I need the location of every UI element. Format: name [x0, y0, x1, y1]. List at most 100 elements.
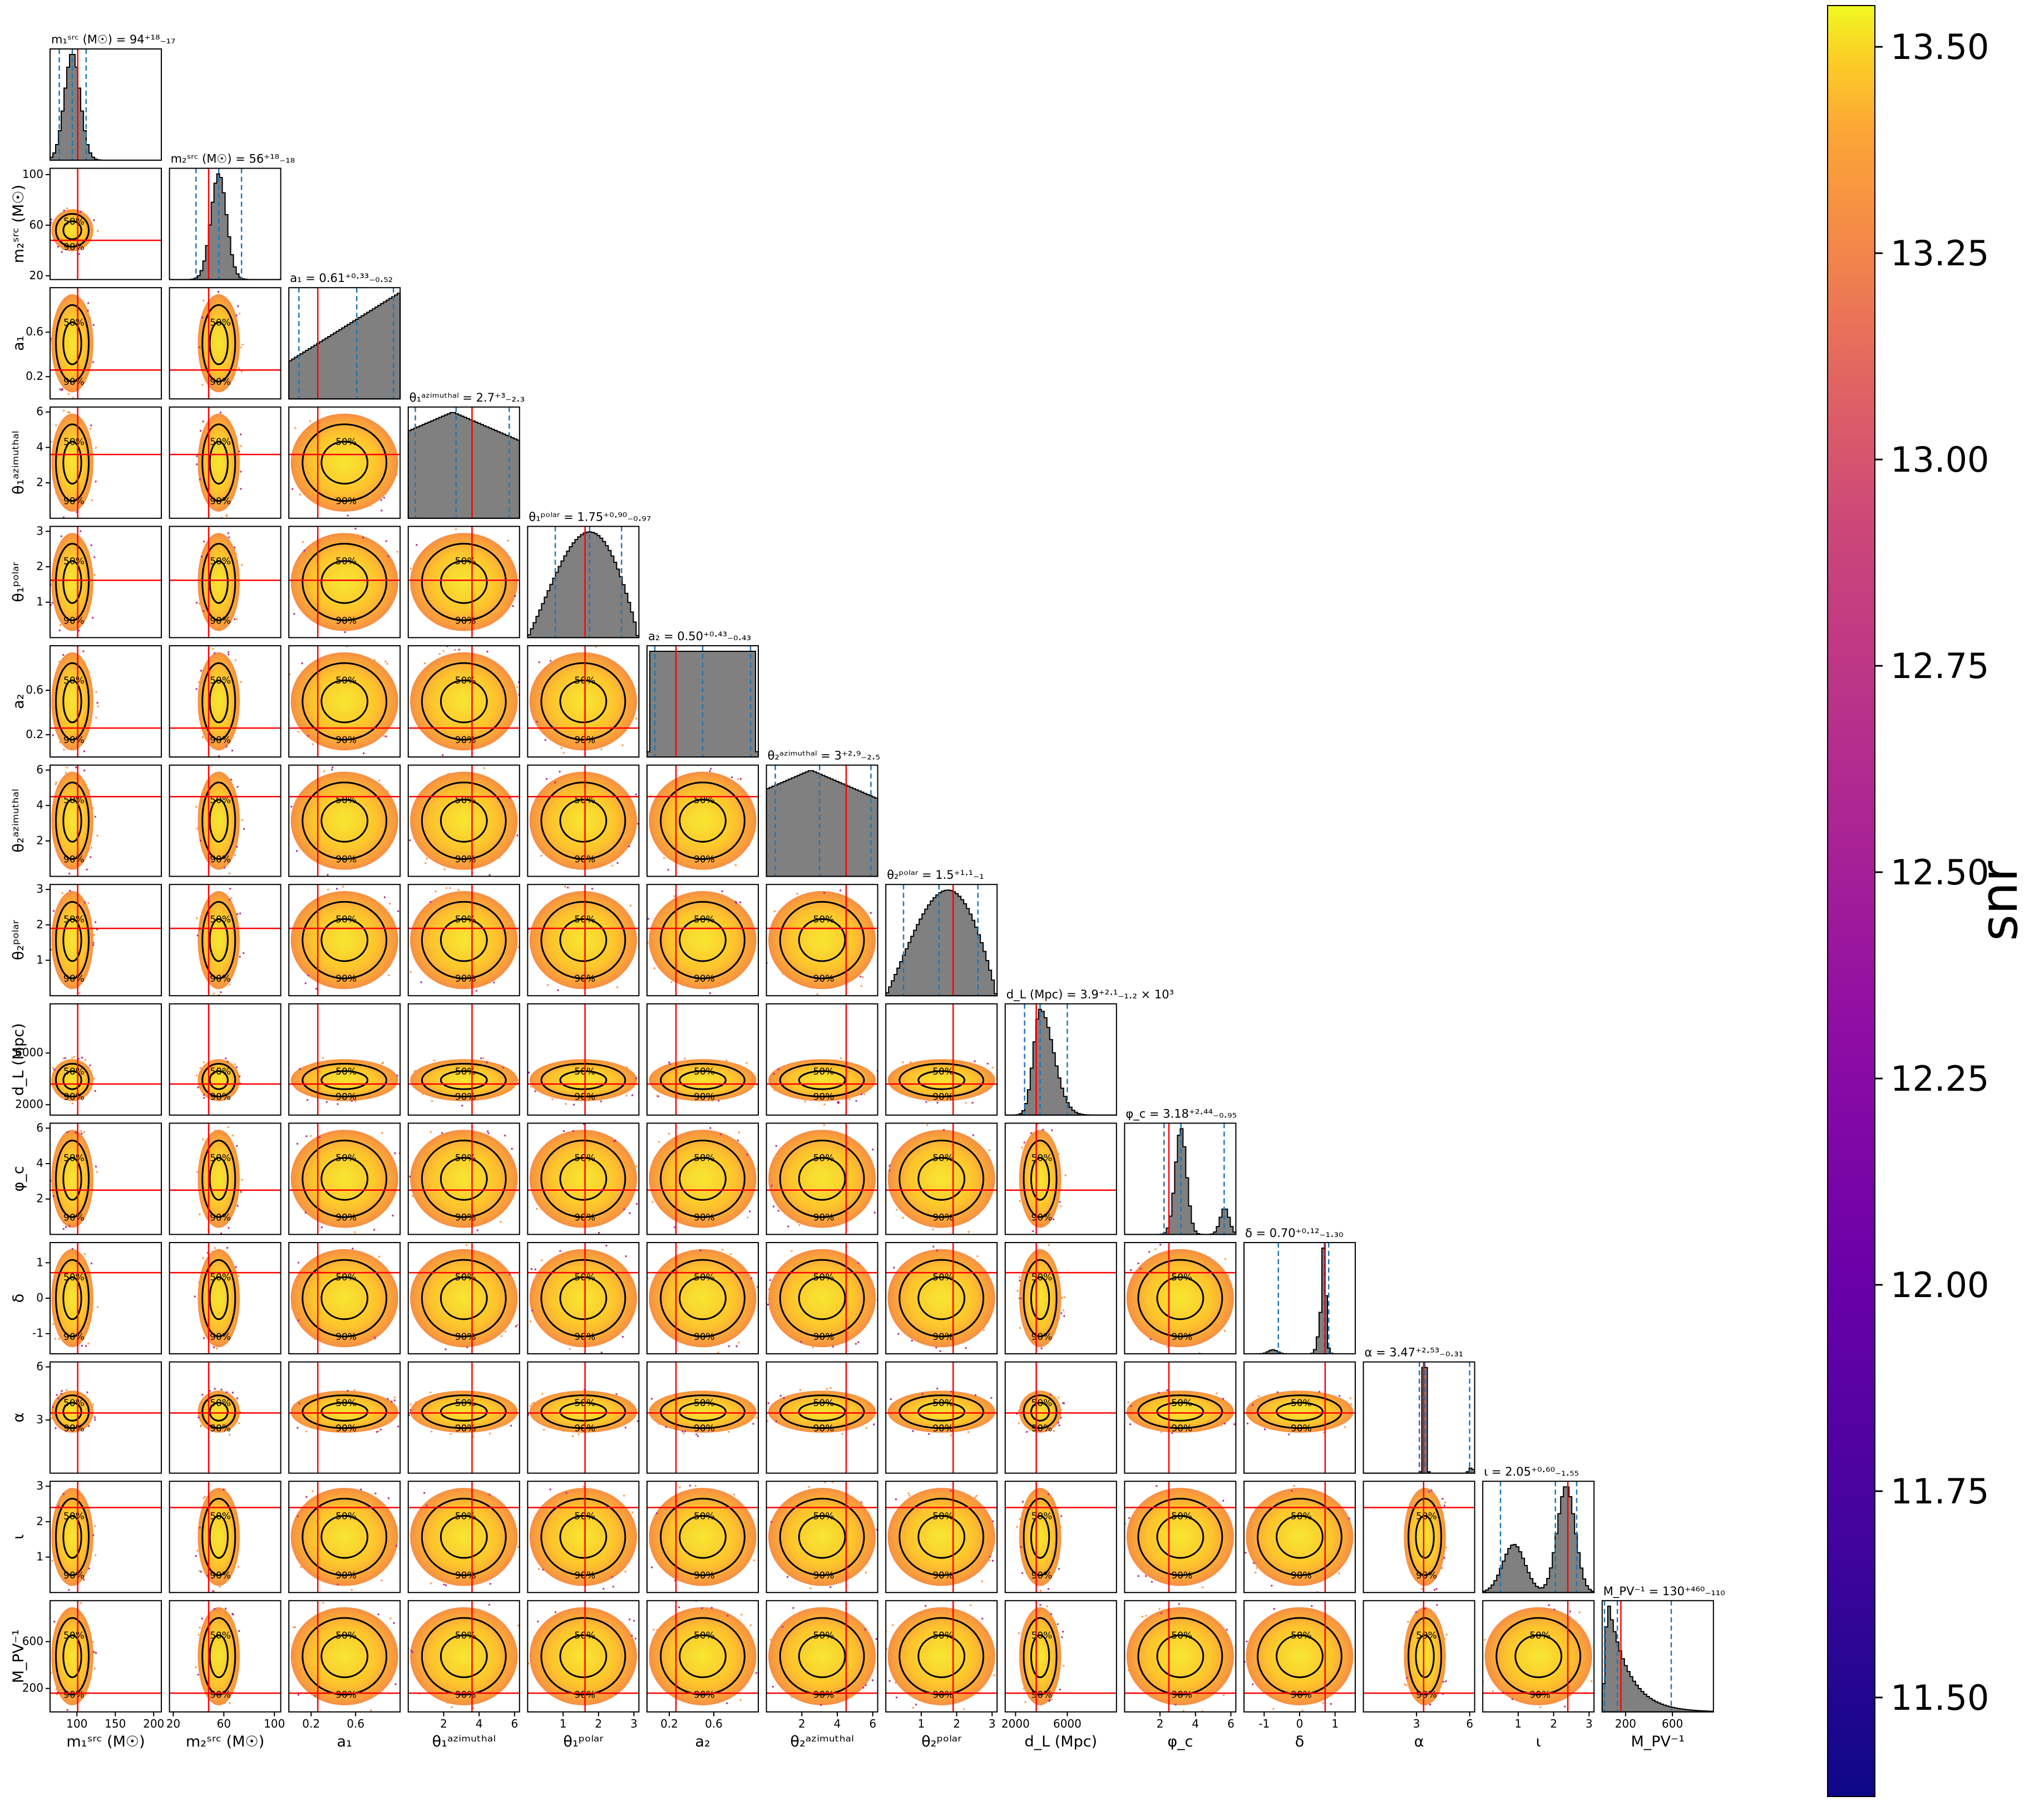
contour-50 [1030, 1634, 1050, 1679]
scatter-panel-4-3: 90% 50% [407, 526, 520, 639]
panel-frame [169, 1122, 282, 1235]
contour-label-90: 90% [335, 735, 357, 746]
density-cloud [768, 1607, 876, 1705]
contour-90 [1137, 1259, 1223, 1338]
contour-label-50: 50% [813, 1630, 835, 1641]
contour-90 [1257, 1394, 1342, 1429]
contour-label-50: 50% [932, 1272, 954, 1283]
scatter-panel-7-0: 90% 50% [50, 884, 162, 997]
contour-50 [559, 1634, 608, 1679]
contour-label-90: 90% [813, 1690, 835, 1701]
contour-label-50: 50% [1031, 1272, 1053, 1283]
panel-frame [1124, 1600, 1237, 1713]
histogram-bars [885, 889, 998, 997]
panel-frame [766, 1242, 878, 1354]
scatter-panel-3-2: 90% 50% [288, 406, 401, 519]
density-cloud [410, 891, 518, 989]
contour-label-50: 50% [210, 556, 231, 567]
contour-label-90: 90% [813, 1332, 835, 1343]
histogram-bars [288, 293, 401, 400]
x-tick-label: 3 [1413, 1717, 1420, 1730]
contour-label-90: 90% [210, 854, 231, 865]
contour-label-50: 50% [63, 795, 85, 806]
contour-label-50: 50% [210, 1272, 231, 1283]
scatter-points [1127, 1389, 1236, 1434]
contour-label-50: 50% [813, 1153, 835, 1164]
contour-label-90: 90% [63, 854, 85, 865]
contour-50 [62, 1276, 82, 1320]
panel-frame [288, 1600, 401, 1713]
contour-label-50: 50% [813, 1066, 835, 1077]
contour-50 [679, 1515, 727, 1559]
contour-label-90: 90% [932, 1690, 954, 1701]
scatter-panel-12-11: 90% 50% [1362, 1481, 1475, 1594]
contour-50 [1276, 1402, 1324, 1422]
y-axis-label: a₁ [10, 336, 27, 351]
panel-frame [1362, 1481, 1475, 1594]
y-tick-label: 1 [36, 1550, 43, 1563]
density-cloud [529, 1607, 637, 1705]
y-tick-label: 3 [36, 1413, 43, 1426]
contour-90 [421, 1617, 507, 1696]
x-axis-label: d_L (Mpc) [1024, 1733, 1097, 1750]
scatter-points [50, 302, 95, 399]
contour-50 [1030, 1402, 1050, 1422]
contour-90 [1257, 1617, 1342, 1696]
contour-label-90: 90% [210, 1570, 231, 1581]
contour-label-90: 90% [694, 1570, 715, 1581]
panel-frame [527, 884, 640, 997]
scatter-points [1244, 1605, 1332, 1712]
density-cloud [410, 1488, 518, 1586]
hist-panel-8: d_L (Mpc) = 3.9⁺²·¹₋₁.₂ × 10³ [1004, 988, 1174, 1116]
panel-frame [288, 1481, 401, 1594]
scatter-panel-12-4: 90%50% [527, 1481, 640, 1594]
hist-panel-4: θ₁ᵖᵒˡᵃʳ = 1.75⁺⁰·⁹⁰₋₀.₉₇ [527, 510, 651, 639]
contour-label-90: 90% [210, 1423, 231, 1434]
x-tick-label: 100 [264, 1717, 285, 1730]
density-cloud [887, 1391, 995, 1433]
scatter-points [50, 1130, 98, 1230]
y-tick-label: 3 [36, 524, 43, 537]
y-axis-label: φ_c [10, 1166, 27, 1191]
y-tick-label: 0.6 [26, 683, 43, 696]
contour-label-50: 50% [1171, 1272, 1192, 1283]
scatter-points [293, 528, 398, 634]
scatter-points [195, 1488, 239, 1593]
contour-label-50: 50% [694, 1398, 715, 1409]
contour-90 [898, 1617, 985, 1696]
contour-label-50: 50% [932, 1511, 954, 1522]
panel-frame [288, 764, 401, 877]
contour-label-50: 50% [63, 216, 85, 227]
contour-50 [320, 1070, 369, 1090]
contour-90 [660, 900, 745, 979]
histogram-bars [1601, 1605, 1714, 1713]
scatter-panel-4-1: 90% 50% [169, 526, 282, 639]
contour-50 [209, 1276, 229, 1320]
y-tick-label: 0.2 [26, 369, 43, 383]
contour-50 [1276, 1515, 1324, 1559]
x-tick-label: 1 [1331, 1717, 1339, 1730]
panel-frame [1004, 1600, 1117, 1713]
hist-panel-3: θ₁ᵃᶻⁱᵐᵘᵗʰᵃˡ = 2.7⁺³₋₂.₃ [407, 391, 525, 519]
contour-label-50: 50% [455, 675, 476, 686]
scatter-points [195, 779, 245, 874]
y-tick-label: 20 [29, 269, 43, 282]
panel-frame [1004, 1481, 1117, 1594]
contour-90 [540, 1617, 626, 1696]
contour-label-50: 50% [1031, 1511, 1053, 1522]
contour-50 [320, 1402, 369, 1422]
density-cloud [887, 1488, 995, 1586]
contour-label-90: 90% [335, 615, 357, 626]
contour-label-50: 50% [335, 914, 357, 925]
contour-label-50: 50% [210, 1066, 231, 1077]
panel-frame [766, 1600, 878, 1713]
panel-frame [288, 406, 401, 519]
contour-90 [1408, 1497, 1443, 1576]
contour-50 [1415, 1515, 1435, 1559]
contour-50 [917, 1157, 966, 1201]
contour-label-90: 90% [932, 1570, 954, 1581]
contour-label-50: 50% [210, 1511, 231, 1522]
panel-frame [288, 1361, 401, 1474]
contour-label-50: 50% [1291, 1511, 1312, 1522]
param-title: θ₂ᵃᶻⁱᵐᵘᵗʰᵃˡ = 3⁺²·⁹₋₂.₅ [768, 749, 880, 763]
